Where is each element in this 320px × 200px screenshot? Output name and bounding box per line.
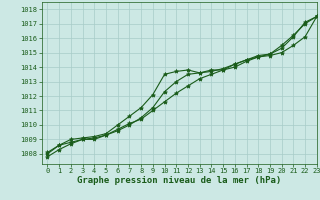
- X-axis label: Graphe pression niveau de la mer (hPa): Graphe pression niveau de la mer (hPa): [77, 176, 281, 185]
